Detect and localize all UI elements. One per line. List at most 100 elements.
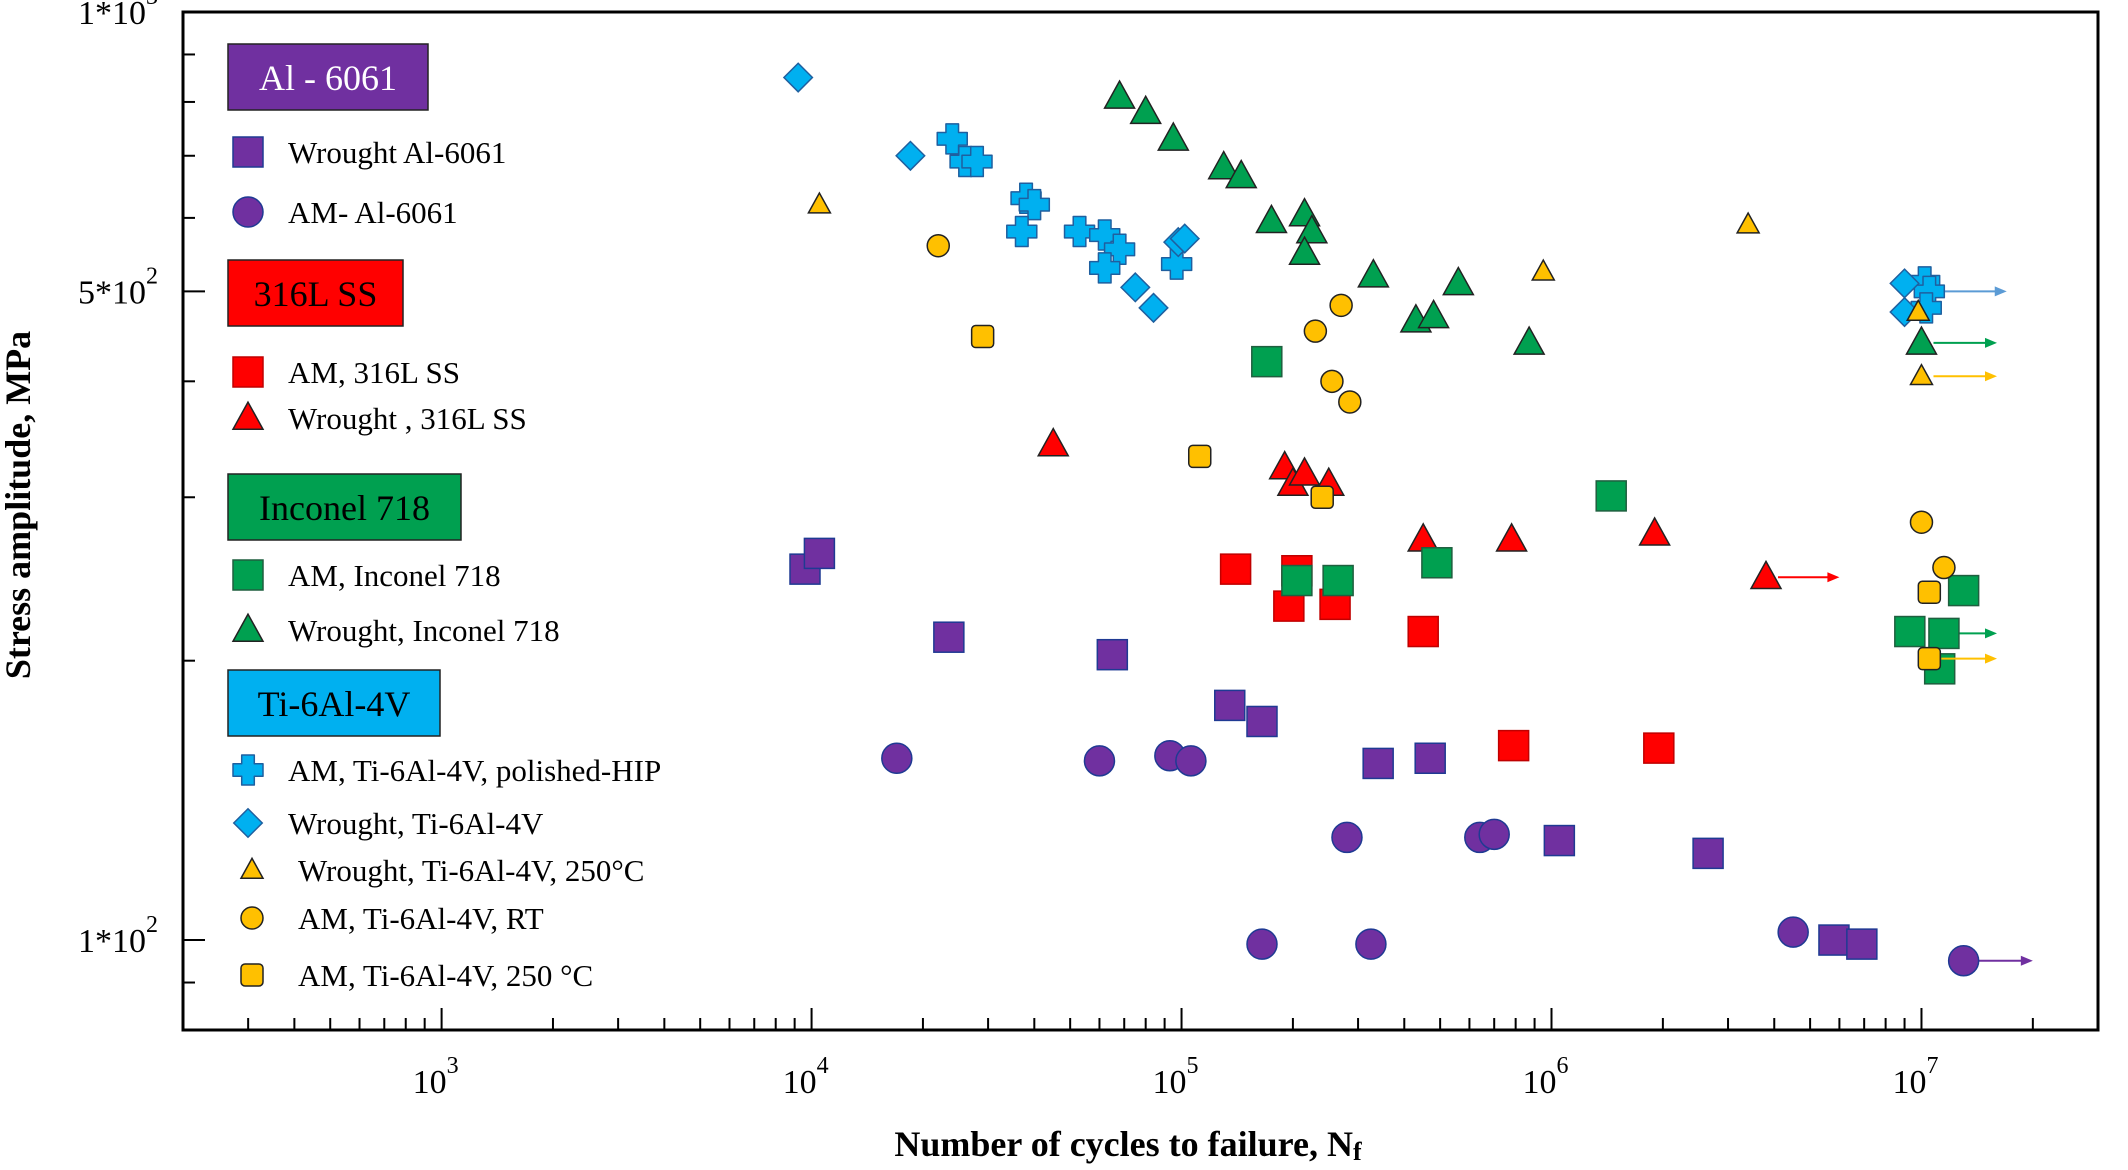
- legend-label: Wrought, Ti-6Al-4V: [288, 806, 544, 841]
- data-point: [1224, 158, 1258, 189]
- data-point: [895, 140, 926, 172]
- data-point: [1497, 729, 1530, 762]
- data-point: [1357, 258, 1390, 288]
- data-point: [1246, 928, 1278, 960]
- legend-group-title: Ti-6Al-4V: [258, 684, 411, 724]
- data-point: [1512, 325, 1546, 355]
- legend-group: Al - 6061 Wrought Al-6061 AM- Al-6061: [227, 43, 506, 230]
- legend-label: Wrought, Ti-6Al-4V, 250°C: [298, 853, 644, 888]
- data-point: [1417, 298, 1450, 329]
- data-point: [1421, 547, 1453, 579]
- legend-group: Inconel 718 AM, Inconel 718 Wrought, Incon…: [227, 473, 560, 648]
- data-point: [1692, 837, 1724, 870]
- runout-arrow-head: [2020, 955, 2033, 966]
- series-5: [1103, 79, 1997, 355]
- legend-group: 316L SS AM, 316L SS Wrought , 316L SS: [227, 259, 527, 436]
- runout-arrow-head: [1994, 286, 2007, 297]
- data-point: [1406, 522, 1440, 552]
- legend-group-box: [227, 669, 441, 737]
- data-point: [1281, 564, 1313, 597]
- y-tick-label: 1*103: [78, 0, 158, 32]
- data-point: [1338, 390, 1362, 414]
- series-2: [1219, 553, 1675, 764]
- data-point: [1255, 203, 1288, 234]
- legend-label: AM, Ti-6Al-4V, 250 °C: [298, 958, 593, 993]
- data-point: [1103, 233, 1136, 266]
- data-point: [1129, 94, 1162, 125]
- data-point: [1157, 121, 1190, 151]
- y-axis-title: Stress amplitude, MPa: [0, 331, 38, 679]
- legend-label: Wrought, Inconel 718: [288, 613, 560, 648]
- data-point: [1138, 292, 1169, 324]
- series-0: [789, 537, 1878, 960]
- x-axis-title: Number of cycles to failure, Nf: [894, 1124, 1362, 1166]
- data-point: [1096, 638, 1129, 671]
- data-point: [1917, 646, 1942, 671]
- x-tick-label: 104: [783, 1053, 829, 1101]
- data-point: [1947, 944, 1980, 977]
- data-point: [1362, 747, 1394, 780]
- data-point: [1288, 235, 1321, 265]
- data-point: [1910, 292, 1942, 324]
- legend-label: Wrought Al-6061: [288, 135, 506, 170]
- data-point: [1777, 916, 1809, 948]
- legend-marker: [231, 612, 265, 642]
- data-point: [1909, 363, 1934, 386]
- data-point: [1063, 215, 1096, 248]
- data-point: [1329, 293, 1353, 318]
- data-point: [1846, 928, 1878, 960]
- legend-marker: [232, 754, 264, 786]
- legend-marker: [240, 963, 264, 987]
- data-point: [1543, 824, 1576, 857]
- legend-group-title: Al - 6061: [259, 58, 397, 98]
- y-tick-label: 1*102: [78, 912, 158, 960]
- data-point: [881, 742, 913, 775]
- data-point: [933, 621, 965, 653]
- data-point: [1331, 821, 1363, 854]
- legend-marker: [231, 400, 265, 430]
- legend-group-title: Inconel 718: [259, 488, 430, 528]
- series-3: [1036, 427, 1840, 590]
- data-point: [970, 324, 995, 349]
- legend-label: Wrought , 316L SS: [288, 401, 527, 436]
- data-point: [1303, 319, 1328, 343]
- data-point: [1036, 427, 1070, 457]
- data-point: [1320, 369, 1344, 394]
- legend-marker: [232, 136, 264, 168]
- data-point: [807, 191, 832, 214]
- data-point: [1530, 258, 1556, 281]
- data-point: [1735, 211, 1761, 234]
- x-tick-label: 103: [413, 1053, 459, 1101]
- x-tick-label: 106: [1523, 1053, 1569, 1101]
- data-point: [1909, 510, 1934, 534]
- data-point: [803, 537, 836, 570]
- data-point: [1018, 188, 1051, 221]
- data-point: [1495, 522, 1528, 552]
- runout-arrow-head: [1984, 628, 1997, 639]
- legend-label: AM- Al-6061: [288, 195, 458, 230]
- legend-marker: [232, 807, 264, 839]
- data-point: [1818, 924, 1850, 956]
- data-point: [1932, 555, 1956, 580]
- series-6: [936, 123, 2007, 324]
- data-point: [1894, 615, 1926, 648]
- data-point: [1905, 325, 1938, 355]
- data-point: [1103, 79, 1136, 109]
- runout-arrow-head: [1984, 653, 1997, 664]
- data-point: [1928, 617, 1960, 650]
- legend-group-box: [227, 43, 429, 111]
- data-point: [1006, 215, 1038, 248]
- data-point: [1442, 265, 1475, 296]
- legend-marker: [232, 196, 264, 228]
- data-point: [1917, 580, 1942, 605]
- data-point: [1947, 574, 1980, 607]
- y-tick-label: 5*102: [78, 263, 158, 311]
- data-point: [1160, 248, 1193, 280]
- legend-marker: [239, 856, 265, 879]
- data-point: [1169, 223, 1201, 254]
- series-9: [926, 233, 1956, 580]
- legend-label: AM, 316L SS: [288, 355, 460, 390]
- axes: 103 104 105 106 107 1*103 5*102 1*102: [78, 0, 2100, 1101]
- legend-marker: [232, 559, 264, 591]
- data-point: [961, 145, 993, 178]
